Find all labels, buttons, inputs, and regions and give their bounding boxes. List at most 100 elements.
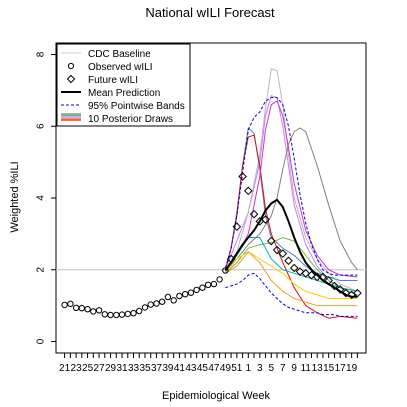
legend-observed-marker [67,62,75,70]
observed-point [204,281,212,288]
observed-point [159,298,166,305]
future-point [226,254,236,264]
y-tick-label: 6 [36,123,47,129]
x-tick-label: 11 [301,363,312,374]
x-tick-label: 51 [231,363,243,374]
future-point [307,270,316,280]
future-point [295,267,305,276]
future-point [353,288,362,298]
upper-band-line [224,97,358,276]
observed-point [187,289,195,296]
legend-observed-label: Observed wILI [88,62,152,73]
observed-point [176,292,183,300]
x-tick-label: 27 [94,363,106,374]
x-tick-label: 49 [220,363,232,374]
x-tick-label: 19 [346,363,358,374]
legend-future-marker [66,74,76,84]
observed-point [107,311,114,319]
y-axis: 0 2 4 6 8 [36,51,56,344]
x-tick-label: 25 [82,363,94,374]
posterior-draw-line-8 [224,237,358,292]
x-tick-label: 29 [105,363,117,374]
future-point [301,269,311,278]
future-point [244,186,253,196]
x-tick-label: 17 [335,363,347,374]
posterior-draw-line-5 [224,134,358,319]
legend-future-label: Future wILI [88,75,138,86]
observed-point [95,307,103,314]
observed-point [141,304,149,311]
x-tick-label: 43 [185,363,197,374]
legend-mean-label: Mean Prediction [88,88,160,99]
observed-point [222,267,229,274]
observed-point [216,276,223,283]
legend-baseline-label: CDC Baseline [88,49,151,60]
x-axis: 21 23 25 27 29 31 33 35 37 39 41 43 45 47 49 51 1 3 5 7 9 11 1… [59,353,358,374]
future-point [284,256,293,266]
future-point [249,209,259,219]
legend-draws-label: 10 Posterior Draws [88,114,173,125]
x-tick-label: 35 [139,363,151,374]
x-tick-label: 45 [197,363,209,374]
chart-title: National wILI Forecast [145,5,275,20]
observed-point [182,291,189,298]
legend-box [56,43,191,127]
observed-point [124,310,132,318]
x-tick-label: 47 [208,363,220,374]
legend-bands-label: 95% Pointwise Bands [88,101,185,112]
future-point [318,272,328,282]
observed-point [164,293,172,301]
posterior-draw-line-3 [225,127,358,271]
future-point [278,249,288,258]
future-point [312,272,322,282]
future-point [335,285,345,294]
x-tick-label: 3 [257,363,263,374]
x-tick-label: 23 [71,363,83,374]
future-point [232,222,242,232]
x-tick-label: 33 [128,363,140,374]
x-axis-label: Epidemiological Week [162,390,271,402]
x-tick-label: 7 [280,363,286,374]
y-tick-label: 2 [36,267,47,273]
x-tick-label: 13 [312,363,324,374]
posterior-draw-line-6 [225,100,358,278]
observed-point [210,280,218,288]
x-tick-label: 41 [174,363,186,374]
future-point [341,288,351,298]
observed-point [153,300,160,307]
observed-point [118,311,126,318]
lower-band-line [225,272,358,317]
observed-point [170,297,177,304]
future-point [238,172,247,181]
observed-point [130,310,137,317]
future-point [261,215,270,224]
x-tick-label: 9 [291,363,297,374]
posterior-draw-line-10 [225,251,358,307]
observed-point [147,301,154,308]
legend-draws-swatch [61,113,81,121]
x-tick-label: 39 [162,363,174,374]
y-tick-label: 8 [36,51,47,57]
x-tick-label: 37 [151,363,163,374]
observed-point [61,301,68,309]
posterior-draw-line-2 [224,68,358,292]
posterior-draw-line-9 [225,251,358,299]
observed-point [193,286,200,294]
observed-point [199,284,206,291]
observed-point [67,300,74,307]
y-tick-label: 0 [36,338,47,344]
future-point [272,245,282,255]
x-tick-label: 1 [246,363,252,374]
y-tick-label: 4 [36,195,47,201]
observed-point [101,311,109,318]
observed-point [78,305,86,312]
x-tick-label: 15 [323,363,335,374]
x-tick-label: 5 [269,363,275,374]
observed-point [72,304,80,311]
y-axis-label: Weighted %ILI [9,161,21,232]
observed-point [136,307,143,315]
future-point [330,281,339,291]
future-point [324,276,333,285]
legend: CDC Baseline Observed wILI Future wILI M… [56,43,191,127]
